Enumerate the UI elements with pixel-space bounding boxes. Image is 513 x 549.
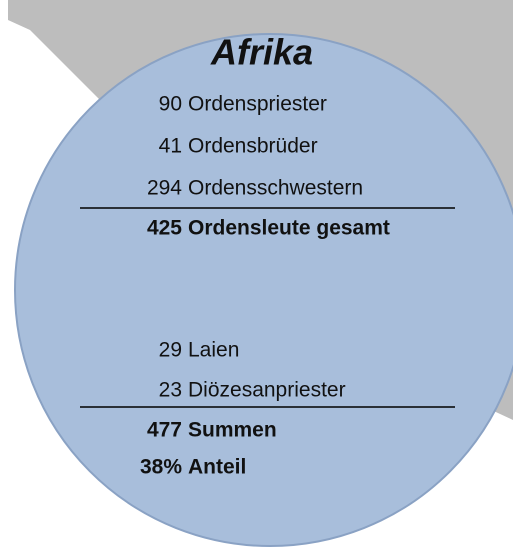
row-label: Diözesanpriester bbox=[188, 379, 346, 402]
row-label: Ordensleute gesamt bbox=[188, 217, 390, 240]
row-number: 425 bbox=[147, 217, 182, 240]
region-ellipse bbox=[14, 33, 513, 547]
row-number: 294 bbox=[147, 177, 182, 200]
rows: 90 Ordenspriester 41 Ordensbrüder 294 Ordenss… bbox=[140, 93, 390, 479]
row-number: 23 bbox=[159, 379, 182, 402]
row-number: 29 bbox=[159, 339, 182, 362]
title: Afrika bbox=[210, 32, 313, 73]
row-label: Anteil bbox=[188, 456, 246, 479]
row-label: Laien bbox=[188, 339, 239, 362]
row-number: 41 bbox=[159, 135, 182, 158]
row-label: Ordensbrüder bbox=[188, 135, 318, 158]
row-number: 477 bbox=[147, 419, 182, 442]
row-number: 90 bbox=[159, 93, 182, 116]
row-label: Ordensschwestern bbox=[188, 177, 363, 200]
row-label: Ordenspriester bbox=[188, 93, 327, 116]
row-label: Summen bbox=[188, 419, 277, 442]
row-number: 38% bbox=[140, 456, 182, 479]
